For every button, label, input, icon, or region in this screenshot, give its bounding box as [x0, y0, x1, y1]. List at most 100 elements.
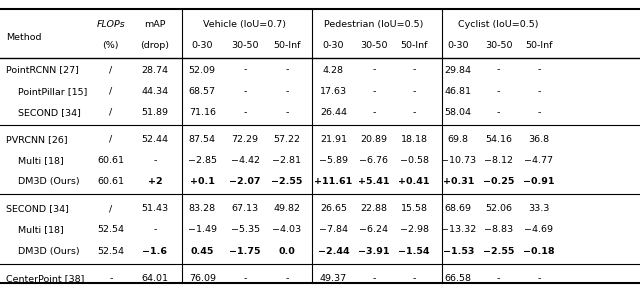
Text: 17.63: 17.63 — [320, 87, 347, 96]
Text: (drop): (drop) — [140, 41, 170, 50]
Text: PVRCNN [26]: PVRCNN [26] — [6, 135, 68, 144]
Text: 30-50: 30-50 — [360, 41, 387, 50]
Text: -: - — [285, 108, 289, 117]
Text: Vehicle (IoU=0.7): Vehicle (IoU=0.7) — [203, 20, 286, 29]
Text: /: / — [109, 87, 113, 96]
Text: -: - — [497, 87, 500, 96]
Text: 51.43: 51.43 — [141, 204, 168, 213]
Text: 72.29: 72.29 — [232, 135, 259, 144]
Text: -: - — [412, 87, 416, 96]
Text: -: - — [285, 87, 289, 96]
Text: -: - — [372, 108, 376, 117]
Text: 26.65: 26.65 — [320, 204, 347, 213]
Text: −8.83: −8.83 — [484, 225, 513, 234]
Text: mAP: mAP — [144, 20, 166, 29]
Text: −0.58: −0.58 — [399, 156, 429, 165]
Text: 60.61: 60.61 — [97, 177, 124, 186]
Text: -: - — [412, 274, 416, 283]
Text: 52.54: 52.54 — [97, 247, 124, 256]
Text: 0-30: 0-30 — [191, 41, 213, 50]
Text: −2.07: −2.07 — [229, 177, 261, 186]
Text: 0.45: 0.45 — [191, 247, 214, 256]
Text: −2.98: −2.98 — [399, 225, 429, 234]
Text: −1.53: −1.53 — [442, 247, 474, 256]
Text: PointPillar [15]: PointPillar [15] — [18, 87, 87, 96]
Text: 52.44: 52.44 — [141, 135, 168, 144]
Text: 58.04: 58.04 — [445, 108, 472, 117]
Text: 0-30: 0-30 — [447, 41, 469, 50]
Text: −6.76: −6.76 — [359, 156, 388, 165]
Text: 26.44: 26.44 — [320, 108, 347, 117]
Text: −5.35: −5.35 — [230, 225, 260, 234]
Text: SECOND [34]: SECOND [34] — [18, 108, 81, 117]
Text: 64.01: 64.01 — [141, 274, 168, 283]
Text: 21.91: 21.91 — [320, 135, 347, 144]
Text: 15.58: 15.58 — [401, 204, 428, 213]
Text: 49.82: 49.82 — [273, 204, 300, 213]
Text: Cyclist (IoU=0.5): Cyclist (IoU=0.5) — [458, 20, 539, 29]
Text: FLOPs: FLOPs — [97, 20, 125, 29]
Text: 67.13: 67.13 — [232, 204, 259, 213]
Text: −2.44: −2.44 — [317, 247, 349, 256]
Text: -: - — [372, 87, 376, 96]
Text: 83.28: 83.28 — [189, 204, 216, 213]
Text: −1.75: −1.75 — [229, 247, 261, 256]
Text: −2.55: −2.55 — [483, 247, 515, 256]
Text: 71.16: 71.16 — [189, 108, 216, 117]
Text: +2: +2 — [148, 177, 162, 186]
Text: −8.12: −8.12 — [484, 156, 513, 165]
Text: -: - — [412, 66, 416, 74]
Text: 60.61: 60.61 — [97, 156, 124, 165]
Text: 22.88: 22.88 — [360, 204, 387, 213]
Text: 30-50: 30-50 — [485, 41, 512, 50]
Text: -: - — [537, 66, 541, 74]
Text: −2.55: −2.55 — [271, 177, 303, 186]
Text: 4.28: 4.28 — [323, 66, 344, 74]
Text: 68.69: 68.69 — [445, 204, 472, 213]
Text: 18.18: 18.18 — [401, 135, 428, 144]
Text: 66.58: 66.58 — [445, 274, 472, 283]
Text: +0.31: +0.31 — [442, 177, 474, 186]
Text: 50-Inf: 50-Inf — [525, 41, 552, 50]
Text: -: - — [412, 108, 416, 117]
Text: 33.3: 33.3 — [528, 204, 550, 213]
Text: 69.8: 69.8 — [448, 135, 468, 144]
Text: −0.18: −0.18 — [523, 247, 555, 256]
Text: CenterPoint [38]: CenterPoint [38] — [6, 274, 84, 283]
Text: −4.69: −4.69 — [524, 225, 554, 234]
Text: 87.54: 87.54 — [189, 135, 216, 144]
Text: −3.91: −3.91 — [358, 247, 390, 256]
Text: -: - — [497, 66, 500, 74]
Text: −13.32: −13.32 — [440, 225, 476, 234]
Text: 0.0: 0.0 — [278, 247, 295, 256]
Text: 52.06: 52.06 — [485, 204, 512, 213]
Text: 28.74: 28.74 — [141, 66, 168, 74]
Text: Method: Method — [6, 34, 42, 42]
Text: -: - — [537, 274, 541, 283]
Text: −1.6: −1.6 — [142, 247, 168, 256]
Text: +11.61: +11.61 — [314, 177, 353, 186]
Text: (%): (%) — [102, 41, 119, 50]
Text: -: - — [243, 87, 247, 96]
Text: 54.16: 54.16 — [485, 135, 512, 144]
Text: 44.34: 44.34 — [141, 87, 168, 96]
Text: PointRCNN [27]: PointRCNN [27] — [6, 66, 79, 74]
Text: DM3D (Ours): DM3D (Ours) — [18, 177, 79, 186]
Text: −6.24: −6.24 — [359, 225, 388, 234]
Text: −2.85: −2.85 — [188, 156, 217, 165]
Text: Multi [18]: Multi [18] — [18, 225, 63, 234]
Text: -: - — [153, 225, 157, 234]
Text: 57.22: 57.22 — [273, 135, 300, 144]
Text: -: - — [537, 108, 541, 117]
Text: 30-50: 30-50 — [232, 41, 259, 50]
Text: −0.25: −0.25 — [483, 177, 515, 186]
Text: -: - — [285, 66, 289, 74]
Text: 0-30: 0-30 — [323, 41, 344, 50]
Text: 50-Inf: 50-Inf — [401, 41, 428, 50]
Text: −7.84: −7.84 — [319, 225, 348, 234]
Text: -: - — [372, 66, 376, 74]
Text: −4.42: −4.42 — [230, 156, 260, 165]
Text: 52.54: 52.54 — [97, 225, 124, 234]
Text: −5.89: −5.89 — [319, 156, 348, 165]
Text: 52.09: 52.09 — [189, 66, 216, 74]
